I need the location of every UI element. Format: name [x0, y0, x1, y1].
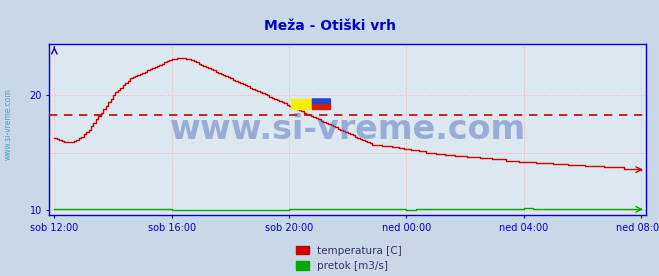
Legend: temperatura [C], pretok [m3/s]: temperatura [C], pretok [m3/s]	[297, 246, 402, 271]
Bar	[291, 99, 312, 109]
Polygon shape	[312, 99, 330, 109]
Text: www.si-vreme.com: www.si-vreme.com	[169, 113, 526, 146]
Bar	[312, 104, 330, 109]
Text: www.si-vreme.com: www.si-vreme.com	[3, 88, 13, 160]
Text: Meža - Otiški vrh: Meža - Otiški vrh	[264, 19, 395, 33]
